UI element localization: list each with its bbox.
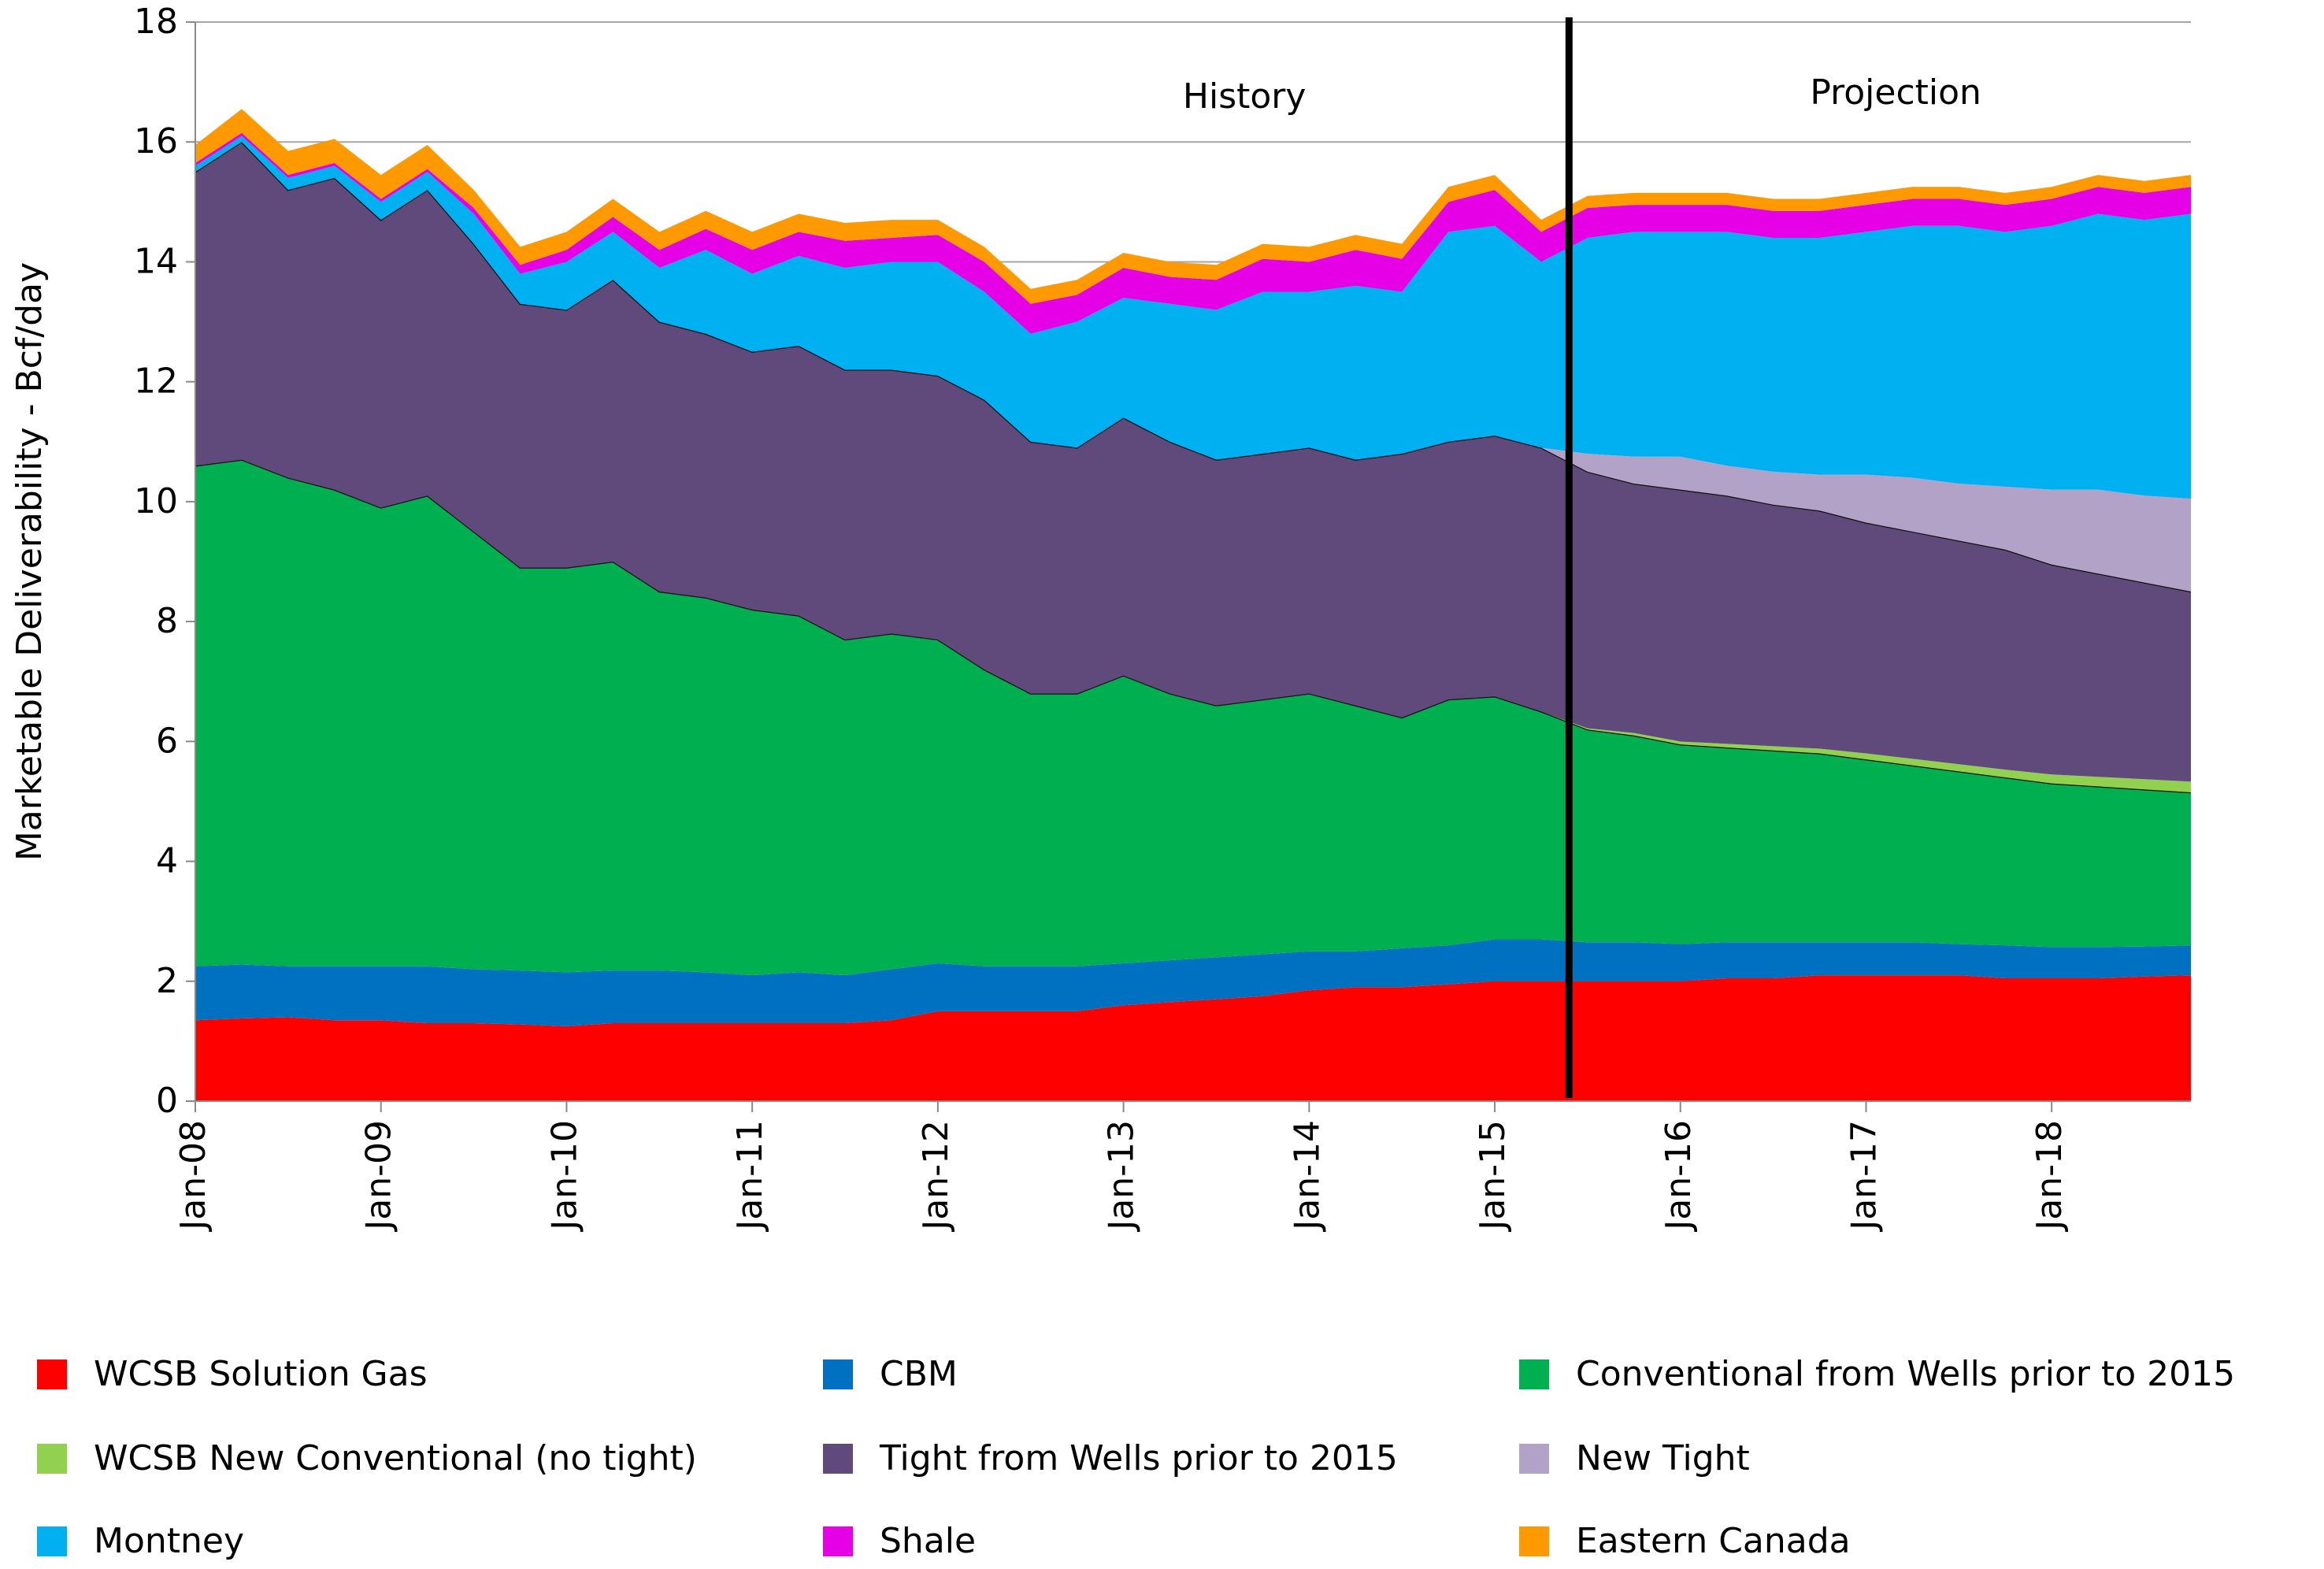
legend-label: WCSB Solution Gas [94,1354,428,1394]
legend-swatch [823,1526,853,1556]
area [195,975,2191,1101]
area [195,135,2191,499]
legend-swatch [1519,1444,1549,1474]
legend-label: New Tight [1576,1438,1750,1478]
x-tick-label: Jan-11 [730,1120,770,1233]
y-tick-label: 8 [156,601,178,641]
area [195,142,2191,592]
legend-swatch [823,1444,853,1474]
y-tick-label: 12 [134,362,178,402]
legend-swatch [37,1526,67,1556]
x-tick-label: Jan-10 [544,1120,584,1233]
area [195,142,2191,782]
y-tick-label: 2 [156,961,178,1001]
y-tick-label: 4 [156,841,178,881]
x-tick-label: Jan-12 [916,1120,956,1233]
y-tick-label: 18 [134,2,178,42]
legend-swatch [823,1359,853,1389]
legend-label: Shale [880,1521,976,1561]
area [195,109,2191,304]
area [195,132,2191,334]
area [195,939,2191,1026]
legend-swatch [37,1444,67,1474]
legend-swatch [1519,1526,1549,1556]
y-tick-label: 16 [134,121,178,161]
x-tick-label: Jan-15 [1473,1120,1513,1233]
y-axis-title: Marketable Deliverability - Bcf/day [9,262,50,861]
x-tick-label: Jan-16 [1659,1120,1699,1233]
area [195,459,2191,976]
y-tick-label: 0 [156,1081,178,1121]
legend-label: WCSB New Conventional (no tight) [94,1438,697,1478]
legend-label: CBM [880,1354,958,1394]
legend-label: Montney [94,1521,244,1561]
y-tick-label: 6 [156,721,178,761]
x-tick-label: Jan-13 [1102,1120,1142,1233]
legend-label: Eastern Canada [1576,1521,1851,1561]
legend-label: Conventional from Wells prior to 2015 [1576,1354,2235,1394]
legend-swatch [1519,1359,1549,1389]
annotation: Projection [1810,72,1981,113]
x-tick-label: Jan-14 [1287,1120,1327,1233]
y-tick-label: 14 [134,241,178,281]
legend-swatch [37,1359,67,1389]
y-tick-label: 10 [134,481,178,521]
x-tick-label: Jan-18 [2029,1120,2070,1233]
legend-label: Tight from Wells prior to 2015 [879,1438,1398,1478]
x-tick-label: Jan-08 [173,1120,213,1233]
x-tick-label: Jan-09 [359,1120,399,1233]
annotation: History [1183,76,1307,117]
x-tick-label: Jan-17 [1844,1120,1884,1233]
